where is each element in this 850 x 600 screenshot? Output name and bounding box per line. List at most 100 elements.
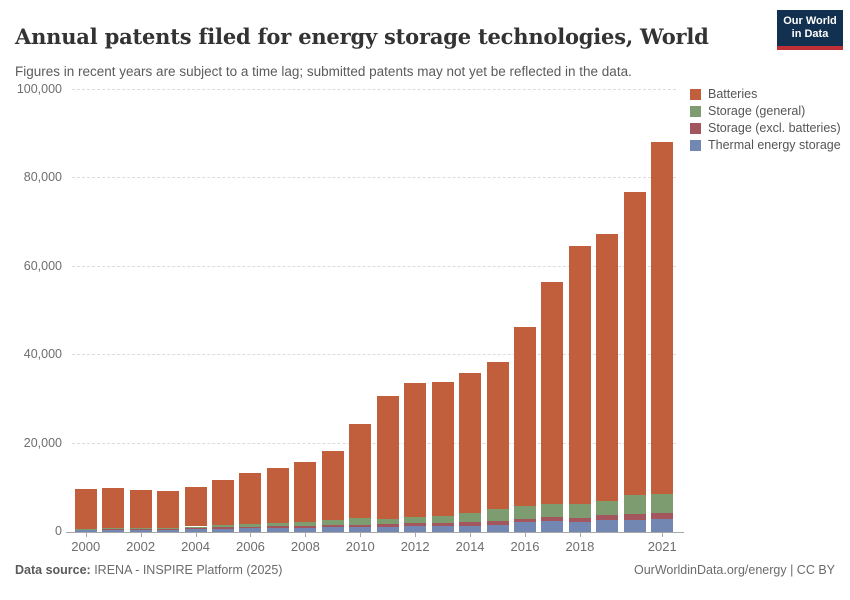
bar-segment-2009-storage-general[interactable] [321, 520, 344, 526]
bar-segment-2017-storage-excl-batteries[interactable] [541, 516, 564, 521]
bar-segment-2007-storage-excl-batteries[interactable] [266, 526, 289, 529]
bar-segment-2000-thermal-energy-storage[interactable] [74, 530, 97, 532]
bar-segment-2021-storage-excl-batteries[interactable] [651, 513, 674, 519]
bar-segment-2006-thermal-energy-storage[interactable] [239, 528, 262, 532]
bar-segment-2013-storage-excl-batteries[interactable] [431, 522, 454, 527]
bar-segment-2012-thermal-energy-storage[interactable] [404, 526, 427, 532]
bar-2012[interactable] [404, 383, 427, 532]
bar-segment-2008-thermal-energy-storage[interactable] [294, 528, 317, 532]
bar-segment-2017-batteries[interactable] [541, 282, 564, 504]
bar-segment-2008-storage-general[interactable] [294, 522, 317, 526]
bar-segment-2016-storage-general[interactable] [514, 505, 536, 519]
bar-segment-2009-batteries[interactable] [321, 451, 344, 521]
bar-segment-2012-batteries[interactable] [404, 383, 427, 517]
bar-segment-2004-batteries[interactable] [184, 486, 207, 527]
bar-segment-2018-batteries[interactable] [568, 246, 591, 505]
bar-segment-2000-storage-general[interactable] [74, 528, 97, 530]
bar-segment-2013-batteries[interactable] [431, 381, 454, 517]
bar-segment-2010-batteries[interactable] [349, 423, 372, 519]
owid-logo[interactable]: Our World in Data [777, 10, 843, 50]
bar-segment-2018-thermal-energy-storage[interactable] [568, 521, 591, 532]
bar-2021[interactable] [651, 142, 674, 532]
bar-segment-2000-storage-excl-batteries[interactable] [74, 529, 97, 531]
owid-credit-link[interactable]: OurWorldinData.org/energy | CC BY [633, 563, 835, 577]
bar-segment-2010-storage-excl-batteries[interactable] [349, 524, 372, 527]
bar-2005[interactable] [212, 479, 234, 532]
bar-segment-2006-batteries[interactable] [239, 472, 262, 524]
bar-segment-2021-storage-general[interactable] [651, 493, 674, 513]
bar-segment-2013-thermal-energy-storage[interactable] [431, 526, 454, 532]
bar-segment-2015-storage-general[interactable] [486, 509, 509, 522]
bar-segment-2002-batteries[interactable] [129, 490, 152, 529]
bar-segment-2000-batteries[interactable] [74, 488, 97, 529]
bar-segment-2002-storage-general[interactable] [129, 528, 152, 529]
bar-segment-2015-batteries[interactable] [486, 361, 509, 510]
bar-2006[interactable] [239, 472, 262, 532]
bar-2001[interactable] [102, 488, 125, 532]
bar-segment-2001-storage-general[interactable] [102, 528, 125, 530]
bar-2002[interactable] [129, 490, 152, 532]
bar-2000[interactable] [74, 488, 97, 532]
bar-segment-2004-storage-excl-batteries[interactable] [184, 527, 207, 530]
bar-segment-2019-thermal-energy-storage[interactable] [596, 520, 619, 532]
bar-segment-2003-batteries[interactable] [157, 491, 180, 528]
bar-segment-2002-thermal-energy-storage[interactable] [129, 529, 152, 532]
bar-segment-2021-thermal-energy-storage[interactable] [651, 518, 674, 532]
bar-segment-2015-storage-excl-batteries[interactable] [486, 521, 509, 526]
bar-segment-2020-batteries[interactable] [623, 191, 646, 496]
bar-2010[interactable] [349, 423, 372, 532]
bar-segment-2007-storage-general[interactable] [266, 523, 289, 527]
bar-segment-2017-thermal-energy-storage[interactable] [541, 520, 564, 532]
bar-segment-2004-storage-general[interactable] [184, 526, 207, 528]
bar-segment-2001-thermal-energy-storage[interactable] [102, 530, 125, 532]
bar-segment-2001-batteries[interactable] [102, 488, 125, 529]
bar-2014[interactable] [459, 373, 482, 532]
bar-segment-2014-storage-general[interactable] [459, 513, 482, 522]
bar-2004[interactable] [184, 486, 207, 532]
bar-2018[interactable] [568, 246, 591, 532]
bar-segment-2011-batteries[interactable] [376, 396, 399, 519]
bar-segment-2018-storage-general[interactable] [568, 504, 591, 518]
bar-segment-2016-thermal-energy-storage[interactable] [514, 522, 536, 532]
bar-2015[interactable] [486, 361, 509, 532]
bar-segment-2011-storage-general[interactable] [376, 518, 399, 525]
bar-2020[interactable] [623, 191, 646, 532]
bar-2009[interactable] [321, 451, 344, 532]
bar-2008[interactable] [294, 462, 317, 532]
bar-segment-2015-thermal-energy-storage[interactable] [486, 525, 509, 532]
bar-segment-2020-storage-general[interactable] [623, 495, 646, 515]
bar-segment-2001-storage-excl-batteries[interactable] [102, 529, 125, 531]
bar-segment-2017-storage-general[interactable] [541, 503, 564, 517]
bar-segment-2007-thermal-energy-storage[interactable] [266, 528, 289, 532]
bar-segment-2005-thermal-energy-storage[interactable] [212, 528, 234, 532]
bar-segment-2009-storage-excl-batteries[interactable] [321, 525, 344, 528]
bar-segment-2012-storage-excl-batteries[interactable] [404, 522, 427, 527]
bar-segment-2008-storage-excl-batteries[interactable] [294, 526, 317, 529]
bar-segment-2007-batteries[interactable] [266, 468, 289, 524]
bar-segment-2019-storage-general[interactable] [596, 500, 619, 516]
bar-segment-2003-thermal-energy-storage[interactable] [157, 529, 180, 532]
bar-segment-2013-storage-general[interactable] [431, 516, 454, 523]
bar-segment-2011-storage-excl-batteries[interactable] [376, 524, 399, 527]
bar-segment-2002-storage-excl-batteries[interactable] [129, 528, 152, 530]
bar-segment-2008-batteries[interactable] [294, 462, 317, 523]
bar-segment-2009-thermal-energy-storage[interactable] [321, 527, 344, 532]
bar-segment-2005-storage-excl-batteries[interactable] [212, 527, 234, 529]
bar-segment-2003-storage-general[interactable] [157, 527, 180, 529]
bar-2016[interactable] [514, 326, 536, 532]
bar-segment-2004-thermal-energy-storage[interactable] [184, 529, 207, 532]
bar-segment-2019-storage-excl-batteries[interactable] [596, 515, 619, 521]
bar-segment-2006-storage-excl-batteries[interactable] [239, 526, 262, 529]
bar-segment-2005-batteries[interactable] [212, 479, 234, 526]
bar-segment-2016-batteries[interactable] [514, 326, 536, 506]
bar-2003[interactable] [157, 491, 180, 532]
bar-segment-2014-batteries[interactable] [459, 373, 482, 514]
bar-2013[interactable] [431, 381, 454, 532]
bar-segment-2020-thermal-energy-storage[interactable] [623, 519, 646, 532]
bar-segment-2014-thermal-energy-storage[interactable] [459, 525, 482, 532]
bar-segment-2012-storage-general[interactable] [404, 516, 427, 523]
bar-segment-2010-storage-general[interactable] [349, 518, 372, 525]
bar-segment-2003-storage-excl-batteries[interactable] [157, 528, 180, 530]
bar-2011[interactable] [376, 396, 399, 532]
bar-2007[interactable] [266, 468, 289, 532]
